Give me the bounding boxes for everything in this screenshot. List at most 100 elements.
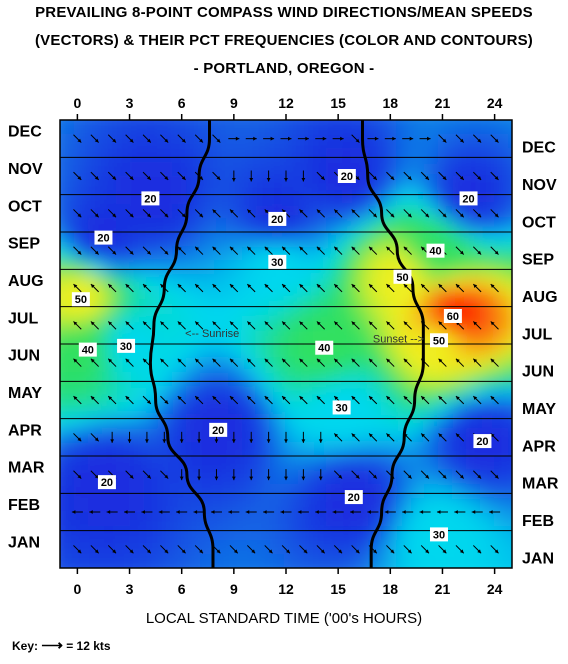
heat-cell [172,288,187,303]
heat-cell [508,568,523,583]
heat-cell [102,358,117,373]
heat-cell [60,554,75,568]
wind-arrow-head [438,358,443,363]
wind-arrow-head [253,136,257,141]
wind-arrow [73,283,82,293]
wind-arrow [177,209,186,218]
heat-cell [396,344,411,359]
heat-cell [270,162,285,177]
wind-arrow-head [247,321,252,326]
heat-cell [340,512,355,527]
heat-cell [60,162,75,177]
heat-cell [410,176,425,191]
wind-arrow [90,395,100,405]
wind-arrow-head [77,176,82,180]
heat-cell [508,274,512,289]
wind-arrow [142,321,152,330]
contour-label-box [337,169,356,183]
heat-cell [382,190,397,205]
contour-label-box [141,191,160,206]
heat-cell [214,512,229,527]
wind-arrow [351,433,360,442]
wind-arrow-head [231,177,236,182]
wind-arrow-head [94,250,99,255]
heat-cell [340,246,355,261]
heat-cell [410,246,425,261]
heat-cell [438,414,453,429]
heat-cell [438,260,453,275]
heat-cell [508,134,512,149]
heat-cell [102,456,117,471]
heat-cell [382,120,397,135]
heat-cell [60,484,75,499]
heat-cell [200,316,215,331]
heat-cell [172,484,187,499]
wind-arrow-head [94,138,99,143]
heat-cell [256,498,271,513]
heat-cell [242,554,257,568]
heat-cell [312,400,327,415]
heat-cell [452,372,467,387]
heat-cell [200,190,215,205]
contour-label: 20 [209,422,228,437]
heat-cell [284,176,299,191]
wind-arrow-head [351,209,356,214]
wind-arrow [455,246,465,255]
heat-cell [326,554,341,568]
wind-arrow [245,136,257,141]
wind-arrow-head [351,321,356,326]
heat-cell [508,386,512,401]
heat-cell [256,302,271,317]
heat-cell [116,288,131,303]
heat-cell [508,232,512,247]
wind-arrow-head [392,136,396,141]
wind-arrow-head [199,138,203,143]
heat-cell [60,204,75,219]
wind-arrow [438,545,447,554]
heat-cell [186,204,201,219]
heat-cell [88,540,103,555]
wind-arrow-head [425,176,429,180]
wind-arrow-head [355,176,360,180]
heat-cell [186,288,201,303]
heat-cell [256,428,271,443]
wind-arrow [438,321,447,330]
wind-arrow-head [177,358,182,363]
wind-arrow [384,510,396,514]
heat-cell [312,190,327,205]
wind-arrow-head [125,284,130,288]
wind-arrow-head [177,246,182,251]
wind-arrow [438,358,447,367]
heat-cell [158,316,173,331]
heat-cell [228,344,243,359]
wind-arrow-head [442,176,447,180]
heat-cell [382,148,397,163]
wind-arrow [351,283,360,293]
heat-cell [354,120,369,121]
wind-arrow [231,431,236,443]
wind-arrow-head [473,321,478,326]
heat-cell [200,400,215,415]
heat-cell [242,176,257,191]
heat-cell [368,316,383,331]
wind-arrow-head [77,549,82,554]
heat-cell [354,288,369,303]
heat-cell [298,526,313,541]
heat-cell [158,568,173,583]
heat-cell [186,512,201,527]
heat-cell [480,344,495,359]
heat-cell [214,120,229,135]
heat-cell [144,246,159,261]
wind-arrow-head [106,510,111,514]
wind-arrow [73,209,82,218]
heat-cell [74,540,89,555]
heat-cell [438,148,453,163]
heat-cell [438,120,453,135]
wind-arrow [142,246,152,255]
contour-label-text: 50 [396,272,408,284]
wind-arrow-head [305,136,309,141]
wind-arrow [351,134,360,143]
heat-cell [116,442,131,457]
wind-arrow [333,470,343,479]
wind-arrow-head [372,474,377,479]
